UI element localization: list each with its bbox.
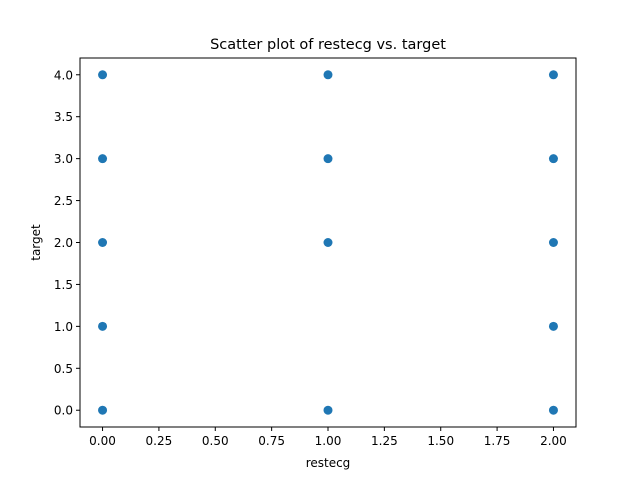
data-point (548, 321, 558, 331)
plot-frame (79, 57, 577, 428)
y-tick-label: 2.5 (54, 194, 73, 208)
x-tick-label: 1.25 (371, 434, 398, 448)
x-tick-label: 1.50 (427, 434, 454, 448)
chart-title: Scatter plot of restecg vs. target (210, 37, 446, 53)
y-tick-label: 3.5 (54, 110, 73, 124)
x-tick-label: 2.00 (540, 434, 567, 448)
data-point (98, 405, 108, 415)
x-tick-label: 0.25 (146, 434, 173, 448)
y-tick-label: 0.5 (54, 362, 73, 376)
data-point (323, 70, 333, 80)
data-point (548, 405, 558, 415)
x-tick-label: 0.00 (89, 434, 116, 448)
data-point (548, 238, 558, 247)
data-points (98, 70, 558, 415)
data-point (98, 321, 108, 331)
y-tick-label: 0.0 (54, 404, 73, 418)
x-tick-label: 1.00 (315, 434, 342, 448)
y-tick-label: 1.5 (54, 278, 73, 292)
y-tick-label: 3.0 (54, 152, 73, 166)
data-point (323, 238, 333, 247)
x-tick-label: 0.75 (258, 434, 285, 448)
x-axis-label: restecg (306, 456, 351, 470)
y-tick-label: 4.0 (54, 68, 73, 82)
data-point (98, 154, 108, 164)
y-axis: 0.0 0.5 1.0 1.5 2.0 2.5 3.0 3.5 4.0 (54, 68, 80, 418)
x-tick-label: 1.75 (484, 434, 511, 448)
data-point (98, 238, 108, 247)
y-tick-label: 2.0 (54, 236, 73, 250)
y-axis-label: target (29, 224, 43, 261)
data-point (323, 405, 333, 415)
y-tick-label: 1.0 (54, 320, 73, 334)
x-axis: 0.00 0.25 0.50 0.75 1.00 1.25 1.50 1.75 2.00 (89, 427, 567, 448)
data-point (98, 70, 108, 80)
x-tick-label: 0.50 (202, 434, 229, 448)
data-point (548, 154, 558, 164)
data-point (323, 154, 333, 164)
data-point (548, 70, 558, 80)
